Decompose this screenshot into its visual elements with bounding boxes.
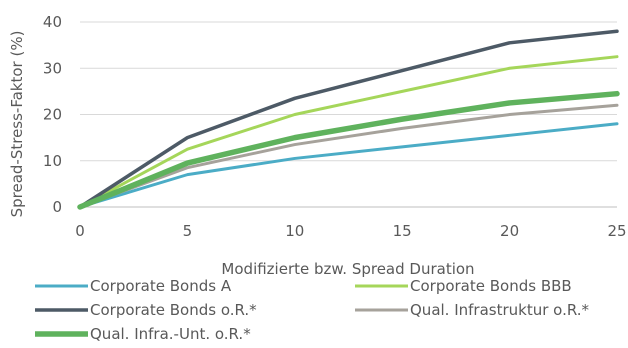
y-tick-label: 40 [43, 13, 62, 31]
gridlines [80, 21, 617, 208]
legend-item: Corporate Bonds o.R.* [35, 301, 257, 319]
x-axis-title: Modifizierte bzw. Spread Duration [221, 260, 474, 278]
legend-label: Qual. Infrastruktur o.R.* [410, 301, 589, 319]
x-tick-label: 5 [183, 222, 193, 240]
series-lines [77, 29, 620, 210]
series-line [78, 29, 619, 209]
y-axis-ticks: 0 10 20 30 40 [43, 13, 62, 216]
series-line [77, 90, 620, 210]
y-tick-label: 10 [43, 152, 62, 170]
legend: Corporate Bonds A Corporate Bonds BBB Corp… [35, 277, 589, 343]
legend-item: Qual. Infra.-Unt. o.R.* [35, 325, 251, 343]
legend-label: Qual. Infra.-Unt. o.R.* [90, 325, 251, 343]
legend-item: Corporate Bonds BBB [355, 277, 572, 295]
x-tick-label: 15 [393, 222, 412, 240]
y-tick-label: 0 [52, 198, 62, 216]
series-line [78, 55, 619, 209]
x-tick-label: 25 [607, 222, 626, 240]
legend-label: Corporate Bonds BBB [410, 277, 572, 295]
y-tick-label: 30 [43, 59, 62, 77]
legend-item: Corporate Bonds A [35, 277, 232, 295]
x-tick-label: 20 [500, 222, 519, 240]
legend-label: Corporate Bonds o.R.* [90, 301, 257, 319]
legend-item: Qual. Infrastruktur o.R.* [355, 301, 589, 319]
legend-label: Corporate Bonds A [90, 277, 232, 295]
x-tick-label: 0 [75, 222, 85, 240]
x-tick-label: 10 [285, 222, 304, 240]
series-line [78, 103, 619, 209]
y-tick-label: 20 [43, 106, 62, 124]
series-line [78, 122, 619, 209]
x-axis-ticks: 0 5 10 15 20 25 [75, 222, 626, 240]
y-axis-title: Spread-Stress-Faktor (%) [8, 31, 26, 218]
